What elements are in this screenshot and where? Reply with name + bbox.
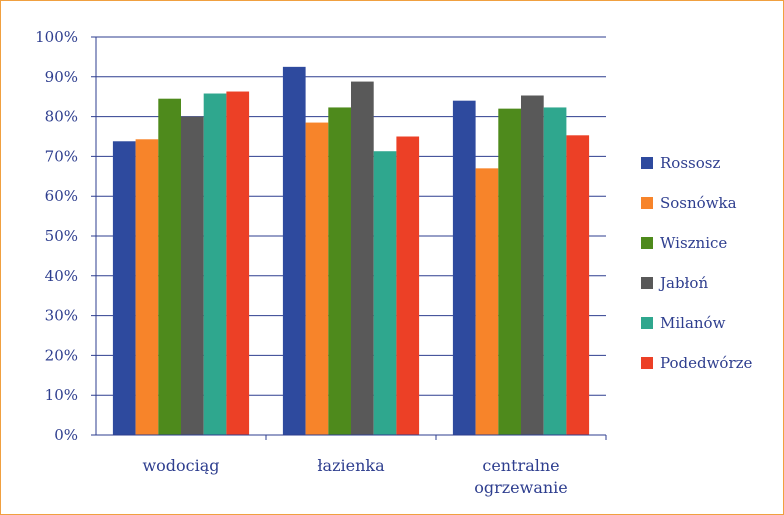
legend-label: Wisznice <box>660 234 727 252</box>
bar <box>181 116 204 435</box>
bar <box>396 136 420 435</box>
bars <box>112 66 590 436</box>
x-category-labels: wodociąg łazienka centralne ogrzewanie <box>142 456 567 497</box>
bar <box>112 141 136 435</box>
y-tick-label: 100% <box>35 28 78 46</box>
bar <box>498 108 521 435</box>
legend-swatch <box>641 237 653 249</box>
bar <box>452 100 476 436</box>
legend-label: Milanów <box>660 314 726 332</box>
legend-swatch <box>641 357 653 369</box>
y-tick-label: 40% <box>45 267 78 285</box>
bar <box>328 107 351 436</box>
legend-swatch <box>641 197 653 209</box>
legend-label: Podedwórze <box>660 354 753 372</box>
axes <box>95 37 607 440</box>
legend-swatch <box>641 317 653 329</box>
bar <box>521 95 544 436</box>
bar <box>543 107 567 436</box>
y-tick-label: 70% <box>45 147 78 165</box>
bar <box>158 98 181 435</box>
y-tick-label: 30% <box>45 307 78 325</box>
legend-label: Sosnówka <box>660 194 737 212</box>
legend-label: Rossosz <box>660 154 720 172</box>
x-category-label: wodociąg <box>142 456 219 475</box>
bar <box>566 135 590 435</box>
x-category-label: łazienka <box>317 456 385 475</box>
y-tick-label: 0% <box>54 426 78 444</box>
x-category-label: centralne ogrzewanie <box>474 456 568 497</box>
legend-swatch <box>641 157 653 169</box>
bar <box>203 93 227 436</box>
bar <box>305 122 329 435</box>
legend-label: Jabłoń <box>658 274 708 292</box>
y-tick-labels: 0% 10% 20% 30% 40% 50% 60% 70% 80% 90% 100% <box>35 28 78 444</box>
y-tick-label: 80% <box>45 108 78 126</box>
legend: Rossosz Sosnówka Wisznice Jabłoń Milanów Pode… <box>641 154 753 372</box>
bar <box>351 81 374 436</box>
bar <box>226 91 250 435</box>
y-tick-label: 60% <box>45 187 78 205</box>
y-tick-label: 50% <box>45 227 78 245</box>
bar <box>135 139 159 435</box>
y-tick-label: 20% <box>45 346 78 364</box>
bar <box>475 168 499 435</box>
y-tick-label: 90% <box>45 68 78 86</box>
y-tick-label: 10% <box>45 386 78 404</box>
bar <box>282 66 306 435</box>
legend-swatch <box>641 277 653 289</box>
bar <box>373 151 397 435</box>
